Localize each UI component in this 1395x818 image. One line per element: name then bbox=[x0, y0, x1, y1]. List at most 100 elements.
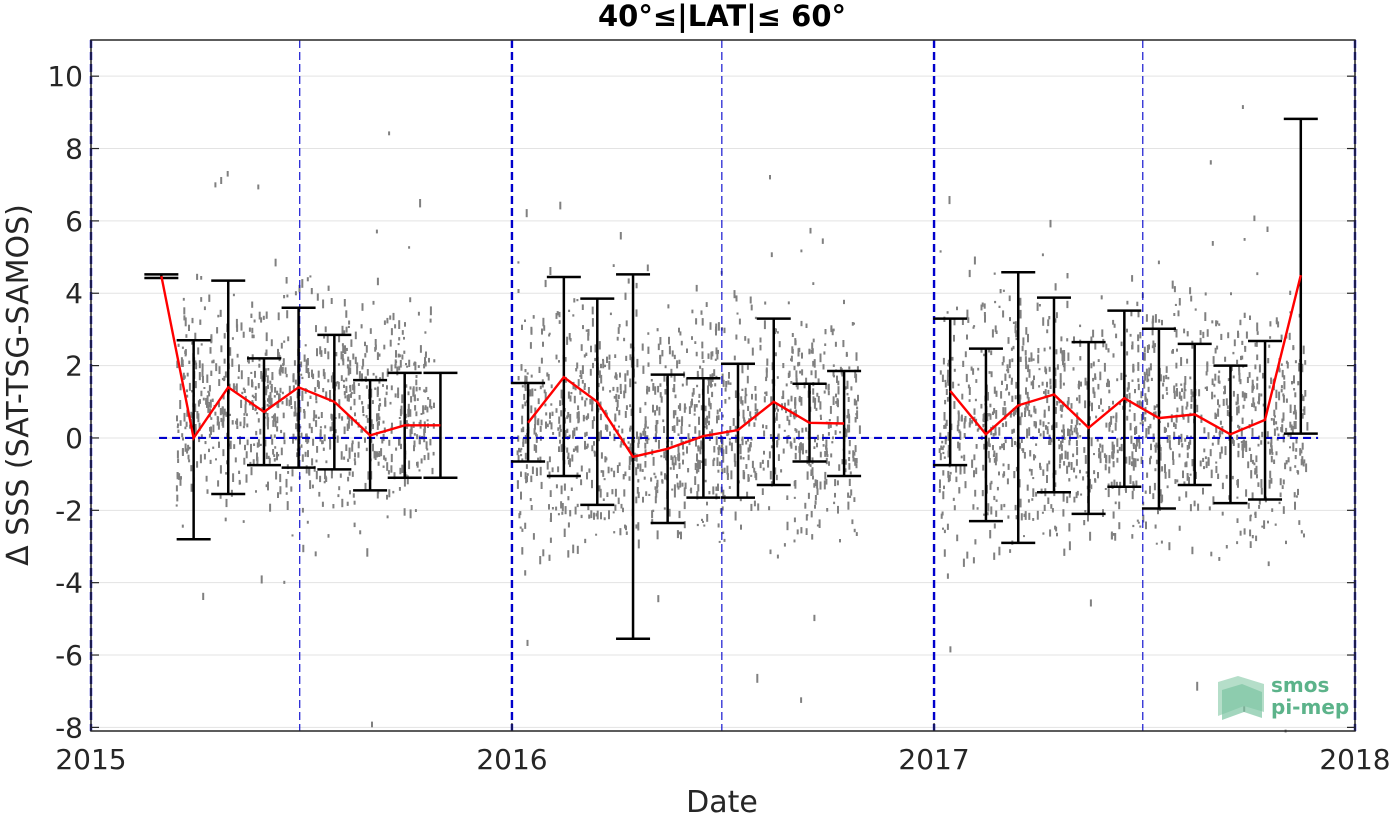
scatter-point bbox=[794, 452, 797, 460]
scatter-point bbox=[854, 445, 857, 453]
scatter-point bbox=[1092, 377, 1095, 382]
scatter-point bbox=[708, 410, 711, 419]
scatter-point bbox=[1136, 519, 1139, 522]
scatter-point bbox=[1076, 490, 1079, 496]
scatter-point bbox=[845, 353, 848, 357]
scatter-point bbox=[788, 419, 791, 426]
scatter-point bbox=[759, 337, 762, 343]
scatter-point bbox=[989, 413, 991, 416]
scatter-point bbox=[1172, 451, 1174, 461]
scatter-point bbox=[957, 441, 960, 449]
scatter-point bbox=[795, 429, 798, 433]
scatter-point bbox=[832, 364, 835, 367]
scatter-point bbox=[1092, 361, 1095, 367]
scatter-point bbox=[1136, 301, 1139, 307]
scatter-point bbox=[606, 356, 608, 363]
scatter-point bbox=[350, 392, 353, 395]
scatter-point bbox=[701, 341, 704, 349]
scatter-point bbox=[1183, 382, 1186, 391]
scatter-point bbox=[1090, 363, 1093, 369]
scatter-point bbox=[206, 395, 209, 404]
scatter-point bbox=[337, 494, 340, 498]
scatter-point bbox=[203, 453, 206, 460]
scatter-point bbox=[354, 412, 356, 417]
scatter-point bbox=[311, 369, 313, 378]
scatter-point bbox=[429, 404, 431, 408]
scatter-point bbox=[1218, 557, 1221, 561]
scatter-point bbox=[389, 401, 392, 405]
scatter-point bbox=[1062, 360, 1064, 366]
scatter-point bbox=[812, 388, 815, 395]
scatter-point bbox=[702, 360, 705, 363]
scatter-point bbox=[668, 345, 671, 355]
scatter-point bbox=[315, 400, 318, 404]
scatter-point bbox=[815, 407, 818, 411]
scatter-point bbox=[1090, 484, 1093, 490]
scatter-point bbox=[414, 405, 417, 411]
scatter-point bbox=[1054, 525, 1057, 530]
scatter-point bbox=[1120, 443, 1123, 452]
scatter-point bbox=[406, 365, 409, 368]
scatter-point bbox=[794, 480, 797, 489]
scatter-point bbox=[1284, 462, 1287, 470]
scatter-point bbox=[276, 416, 279, 424]
scatter-point bbox=[184, 426, 187, 430]
scatter-point bbox=[665, 456, 667, 461]
scatter-point bbox=[277, 454, 280, 457]
scatter-point bbox=[375, 229, 378, 234]
scatter-point bbox=[986, 413, 989, 422]
scatter-point bbox=[659, 383, 662, 387]
scatter-point bbox=[535, 467, 538, 476]
scatter-point bbox=[1168, 435, 1171, 440]
scatter-point bbox=[322, 299, 325, 309]
scatter-point bbox=[187, 454, 190, 460]
scatter-point bbox=[530, 475, 533, 483]
scatter-point bbox=[947, 470, 950, 478]
scatter-point bbox=[567, 522, 570, 528]
scatter-point bbox=[188, 360, 191, 364]
scatter-point bbox=[292, 437, 294, 443]
scatter-point bbox=[1058, 463, 1061, 469]
scatter-point bbox=[1225, 398, 1228, 406]
scatter-point bbox=[658, 406, 661, 416]
scatter-point bbox=[199, 399, 201, 404]
scatter-point bbox=[849, 495, 852, 498]
scatter-point bbox=[205, 475, 208, 482]
scatter-point bbox=[341, 498, 344, 508]
scatter-point bbox=[217, 421, 220, 430]
mean-line bbox=[949, 274, 1302, 437]
scatter-point bbox=[334, 417, 337, 420]
scatter-point bbox=[765, 391, 768, 396]
scatter-point bbox=[1128, 409, 1131, 412]
scatter-point bbox=[191, 317, 194, 324]
scatter-point bbox=[1270, 377, 1273, 385]
scatter-point bbox=[1154, 468, 1157, 472]
scatter-point bbox=[762, 424, 764, 429]
scatter-point bbox=[770, 252, 773, 258]
scatter-point bbox=[734, 390, 737, 398]
scatter-point bbox=[1172, 349, 1174, 354]
scatter-point bbox=[318, 491, 321, 497]
scatter-point bbox=[597, 382, 600, 388]
scatter-point bbox=[376, 388, 379, 397]
scatter-point bbox=[316, 446, 319, 453]
scatter-point bbox=[797, 430, 800, 440]
scatter-point bbox=[990, 350, 993, 356]
scatter-point bbox=[728, 438, 731, 441]
scatter-point bbox=[728, 372, 730, 379]
scatter-point bbox=[939, 432, 942, 439]
scatter-point bbox=[617, 394, 620, 399]
scatter-point bbox=[1021, 448, 1024, 451]
scatter-point bbox=[386, 462, 389, 471]
scatter-point bbox=[422, 405, 425, 414]
scatter-point bbox=[517, 261, 520, 264]
scatter-point bbox=[806, 514, 809, 517]
scatter-point bbox=[395, 350, 397, 358]
scatter-point bbox=[1027, 333, 1029, 343]
scatter-point bbox=[338, 413, 341, 419]
scatter-point bbox=[300, 444, 303, 448]
scatter-point bbox=[1297, 488, 1299, 496]
scatter-point bbox=[729, 382, 732, 385]
scatter-point bbox=[591, 420, 594, 429]
scatter-point bbox=[274, 413, 276, 421]
